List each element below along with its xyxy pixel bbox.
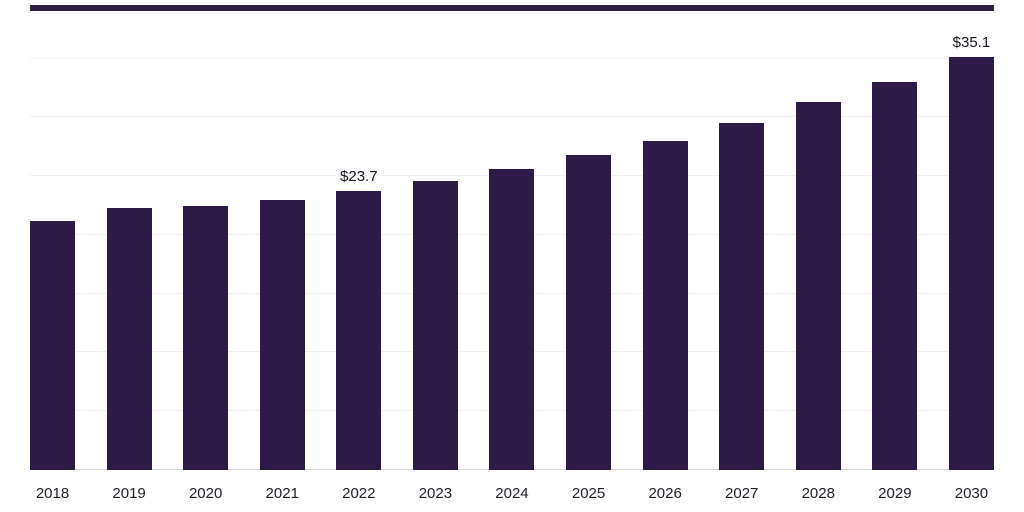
x-tick-label: 2028 <box>801 484 835 502</box>
bar-slot <box>795 102 841 470</box>
bar-slot <box>872 82 918 470</box>
bar <box>642 140 688 470</box>
bar <box>948 57 994 470</box>
bar-slot <box>566 154 612 470</box>
x-tick-label: 2019 <box>112 484 146 502</box>
bar-slot <box>30 220 75 470</box>
bar-slot <box>106 207 152 470</box>
bar <box>872 82 918 470</box>
x-tick-label: 2025 <box>571 484 606 502</box>
x-tick-label: 2021 <box>265 484 299 502</box>
chart-top-border <box>30 5 994 11</box>
x-tick-label: 2024 <box>495 484 529 502</box>
bar-value-label: $35.1 <box>952 34 991 52</box>
bar <box>183 205 229 470</box>
x-tick-label: 2029 <box>878 484 912 502</box>
bar-slot: $35.1 <box>948 34 994 470</box>
bar-slot <box>719 123 765 470</box>
x-tick-label: 2026 <box>648 484 682 502</box>
bar-slot <box>259 199 305 470</box>
bar-slot <box>412 180 458 470</box>
x-axis-labels: 2018 2019 2020 2021 2022 2023 2024 2025 2026 2027… <box>30 478 994 508</box>
bar <box>489 169 535 470</box>
bar <box>336 191 382 470</box>
bar <box>30 220 75 470</box>
x-tick-label: 2022 <box>342 484 376 502</box>
x-tick-label: 2023 <box>418 484 453 502</box>
bar <box>719 123 765 470</box>
bar-slot <box>183 205 229 470</box>
plot-area: $23.7 $35.1 <box>30 8 994 470</box>
bar <box>566 154 612 470</box>
bar <box>795 102 841 470</box>
x-tick-label: 2020 <box>188 484 223 502</box>
bar <box>412 180 458 470</box>
gridline <box>30 57 994 59</box>
x-tick-label: 2018 <box>35 484 70 502</box>
bar-slot <box>642 140 688 470</box>
bar-value-label: $23.7 <box>340 168 378 186</box>
x-tick-label: 2027 <box>725 484 759 502</box>
x-tick-label: 2030 <box>954 484 989 502</box>
bar-slot <box>489 169 535 470</box>
bar <box>259 199 305 470</box>
bar-slot: $23.7 <box>336 168 382 470</box>
bar <box>106 207 152 470</box>
gridline <box>30 116 994 118</box>
